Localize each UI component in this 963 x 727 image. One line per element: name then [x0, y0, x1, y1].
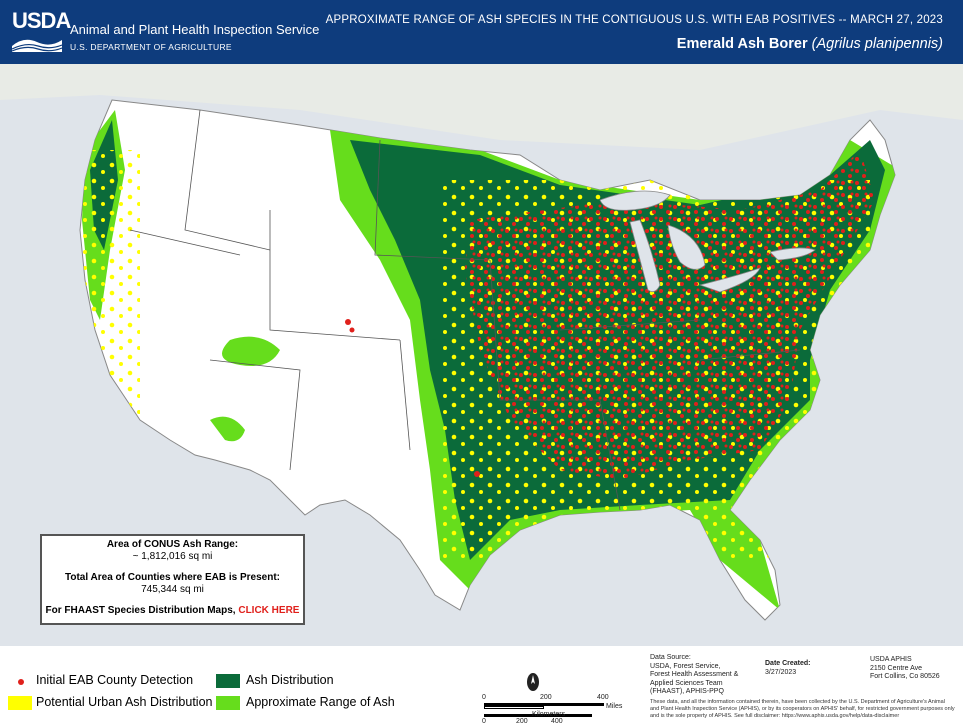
conus-area-label: Area of CONUS Ash Range: — [106, 539, 239, 550]
stats-box: Area of CONUS Ash Range: ~ 1,812,016 sq … — [40, 534, 305, 625]
legend-footer: Initial EAB County Detection Potential U… — [0, 646, 963, 727]
scale-mi-0: 0 — [482, 694, 486, 701]
scale-mi-200: 200 — [540, 694, 552, 701]
usda-logo: USDA — [12, 8, 71, 56]
legend-label-urban-ash: Potential Urban Ash Distribution — [36, 695, 213, 709]
usda-landscape-icon — [12, 39, 62, 52]
legend-swatch-ash-distribution — [216, 674, 240, 688]
conus-map — [0, 64, 963, 646]
data-source-line-4: (FHAAST), APHIS-PPQ — [650, 688, 724, 695]
lake-erie — [698, 267, 761, 293]
legend-label-ash-distribution: Ash Distribution — [246, 673, 334, 687]
data-source-line-2: Forest Health Assessment & — [650, 671, 739, 678]
usda-logo-text: USDA — [12, 8, 71, 33]
lake-ontario — [769, 247, 816, 261]
date-created-value: 3/27/2023 — [765, 668, 797, 676]
organization-address: USDA APHIS 2150 Centre Ave Fort Collins,… — [870, 656, 940, 682]
org-line-1: USDA APHIS — [870, 656, 912, 663]
lake-michigan — [629, 219, 661, 293]
legend-swatch-urban-ash — [8, 696, 32, 710]
eab-area-label: Total Area of Counties where EAB is Pres… — [64, 572, 281, 583]
legend-swatch-approx-range — [216, 696, 240, 710]
data-source-label: Data Source: — [650, 654, 691, 661]
map-area: Area of CONUS Ash Range: ~ 1,812,016 sq … — [0, 64, 963, 646]
legend-label-eab: Initial EAB County Detection — [36, 673, 194, 687]
data-source-line-1: USDA, Forest Service, — [650, 662, 721, 670]
scale-km-0: 0 — [482, 718, 486, 725]
conus-area-value: ~ 1,812,016 sq mi — [132, 551, 213, 562]
click-here-link[interactable]: CLICK HERE — [238, 605, 300, 616]
org-line-2: 2150 Centre Ave — [870, 664, 923, 672]
subtitle-common-name: Emerald Ash Borer — [676, 36, 808, 52]
eab-detection-dot-icon — [18, 679, 24, 685]
department-name: U.S. DEPARTMENT OF AGRICULTURE — [70, 42, 232, 52]
disclaimer-text: These data, and all the information cont… — [650, 699, 955, 719]
state-boundaries — [129, 109, 801, 511]
fhaast-link-prefix: For FHAAST Species Distribution Maps, — [45, 605, 239, 616]
north-arrow-icon — [527, 673, 539, 691]
subtitle-latin-name: (Agrilus planipennis) — [811, 36, 943, 52]
scale-km-200: 200 — [516, 718, 528, 725]
data-source-line-3: Applied Sciences Team — [650, 679, 723, 687]
legend-label-approx-range: Approximate Range of Ash — [246, 695, 395, 709]
agency-name: Animal and Plant Health Inspection Servi… — [70, 22, 320, 37]
scale-mi-400: 400 — [597, 694, 609, 701]
scale-km-unit: Kilometers — [532, 711, 566, 718]
map-header: USDA Animal and Plant Health Inspection … — [0, 0, 963, 64]
map-subtitle: Emerald Ash Borer (Agrilus planipennis) — [677, 36, 943, 52]
date-created-label: Date Created: — [765, 660, 811, 667]
lake-huron — [667, 224, 706, 270]
data-source: Data Source: USDA, Forest Service, Fores… — [650, 654, 738, 697]
scale-mi-unit: Miles — [606, 703, 623, 710]
org-line-3: Fort Collins, Co 80526 — [870, 673, 940, 680]
eab-detection-colorado — [345, 319, 351, 325]
date-created: Date Created: 3/27/2023 — [765, 660, 811, 677]
lake-superior — [599, 190, 671, 211]
fhaast-link-line: For FHAAST Species Distribution Maps, CL… — [42, 605, 303, 617]
map-title: APPROXIMATE RANGE OF ASH SPECIES IN THE … — [325, 14, 943, 26]
scale-km-400: 400 — [551, 718, 563, 725]
eab-area-value: 745,344 sq mi — [141, 584, 204, 595]
